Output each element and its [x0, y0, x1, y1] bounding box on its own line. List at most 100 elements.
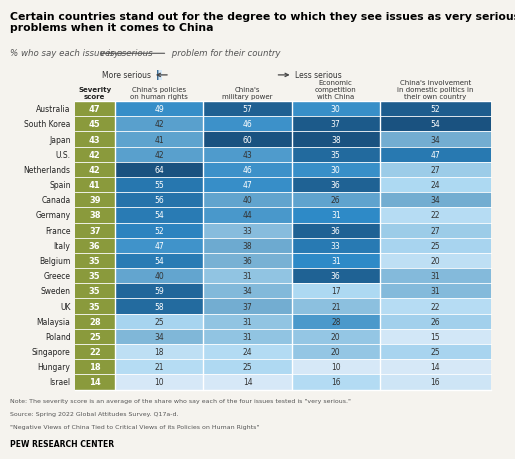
Text: 34: 34 — [431, 196, 440, 205]
Bar — [158, 71, 161, 81]
Text: 36: 36 — [89, 241, 100, 250]
Text: 16: 16 — [431, 378, 440, 386]
Text: very serious: very serious — [100, 49, 152, 58]
Bar — [159, 71, 161, 81]
Text: 44: 44 — [243, 211, 252, 220]
Text: 30: 30 — [331, 105, 340, 114]
Text: 54: 54 — [154, 211, 164, 220]
Text: 55: 55 — [154, 181, 164, 190]
Text: "Negative Views of China Tied to Critical Views of its Policies on Human Rights": "Negative Views of China Tied to Critica… — [10, 424, 260, 429]
Bar — [115, 102, 203, 117]
Bar — [75, 208, 115, 223]
Bar — [159, 71, 162, 81]
Text: China's policies
on human rights: China's policies on human rights — [130, 87, 188, 100]
Bar — [203, 284, 292, 299]
Bar — [75, 269, 115, 284]
Bar — [158, 71, 160, 81]
Bar — [115, 162, 203, 178]
Bar — [75, 375, 115, 390]
Bar — [292, 102, 380, 117]
Text: Economic
competition
with China: Economic competition with China — [315, 80, 357, 100]
Bar — [292, 132, 380, 147]
Bar — [159, 71, 161, 81]
Bar — [292, 269, 380, 284]
Bar — [203, 208, 292, 223]
Bar — [158, 71, 161, 81]
Text: 18: 18 — [89, 363, 100, 371]
Bar — [75, 193, 115, 208]
Text: 27: 27 — [431, 166, 440, 174]
Text: 35: 35 — [331, 151, 340, 159]
Bar — [292, 359, 380, 375]
Text: 34: 34 — [154, 332, 164, 341]
Bar — [158, 71, 160, 81]
Bar — [158, 71, 161, 81]
Bar — [157, 71, 160, 81]
Bar — [115, 147, 203, 162]
Text: 57: 57 — [243, 105, 252, 114]
Text: 33: 33 — [331, 241, 340, 250]
Text: 22: 22 — [431, 302, 440, 311]
Text: 59: 59 — [154, 287, 164, 296]
Text: 42: 42 — [89, 166, 100, 174]
Bar — [157, 71, 160, 81]
Bar — [292, 117, 380, 132]
Bar — [380, 132, 491, 147]
Text: 43: 43 — [89, 135, 100, 144]
Bar — [203, 147, 292, 162]
Bar — [115, 117, 203, 132]
Text: 34: 34 — [431, 135, 440, 144]
Text: 30: 30 — [331, 166, 340, 174]
Bar — [75, 223, 115, 238]
Text: 52: 52 — [431, 105, 440, 114]
Text: 31: 31 — [331, 211, 340, 220]
Bar — [158, 71, 161, 81]
Text: 25: 25 — [243, 363, 252, 371]
Bar — [115, 284, 203, 299]
Bar — [203, 178, 292, 193]
Text: 28: 28 — [331, 317, 340, 326]
Bar — [292, 344, 380, 359]
Bar — [203, 238, 292, 253]
Text: Greece: Greece — [44, 272, 71, 280]
Bar — [158, 71, 161, 81]
Text: Spain: Spain — [49, 181, 71, 190]
Bar — [157, 71, 160, 81]
Bar — [158, 71, 161, 81]
Text: Sweden: Sweden — [41, 287, 71, 296]
Text: 64: 64 — [154, 166, 164, 174]
Bar — [158, 71, 161, 81]
Bar — [158, 71, 160, 81]
Text: 36: 36 — [331, 181, 340, 190]
Bar — [203, 223, 292, 238]
Text: UK: UK — [60, 302, 71, 311]
Text: 26: 26 — [331, 196, 340, 205]
Text: 18: 18 — [154, 347, 164, 356]
Bar — [115, 375, 203, 390]
Bar — [380, 253, 491, 269]
Bar — [380, 178, 491, 193]
Text: Singapore: Singapore — [32, 347, 71, 356]
Text: 41: 41 — [89, 181, 100, 190]
Text: More serious: More serious — [102, 71, 151, 80]
Bar — [158, 71, 160, 81]
Bar — [380, 117, 491, 132]
Text: 25: 25 — [431, 347, 440, 356]
Text: China's involvement
in domestic politics in
their own country: China's involvement in domestic politics… — [397, 80, 473, 100]
Bar — [158, 71, 160, 81]
Text: 35: 35 — [89, 272, 100, 280]
Text: 21: 21 — [154, 363, 164, 371]
Bar — [159, 71, 162, 81]
Bar — [115, 314, 203, 329]
Bar — [158, 71, 160, 81]
Text: 28: 28 — [89, 317, 100, 326]
Bar — [292, 162, 380, 178]
Bar — [75, 132, 115, 147]
Text: 38: 38 — [243, 241, 252, 250]
Text: 58: 58 — [154, 302, 164, 311]
Bar — [203, 102, 292, 117]
Bar — [159, 71, 162, 81]
Bar — [115, 329, 203, 344]
Text: Belgium: Belgium — [39, 257, 71, 265]
Text: problem for their country: problem for their country — [169, 49, 281, 58]
